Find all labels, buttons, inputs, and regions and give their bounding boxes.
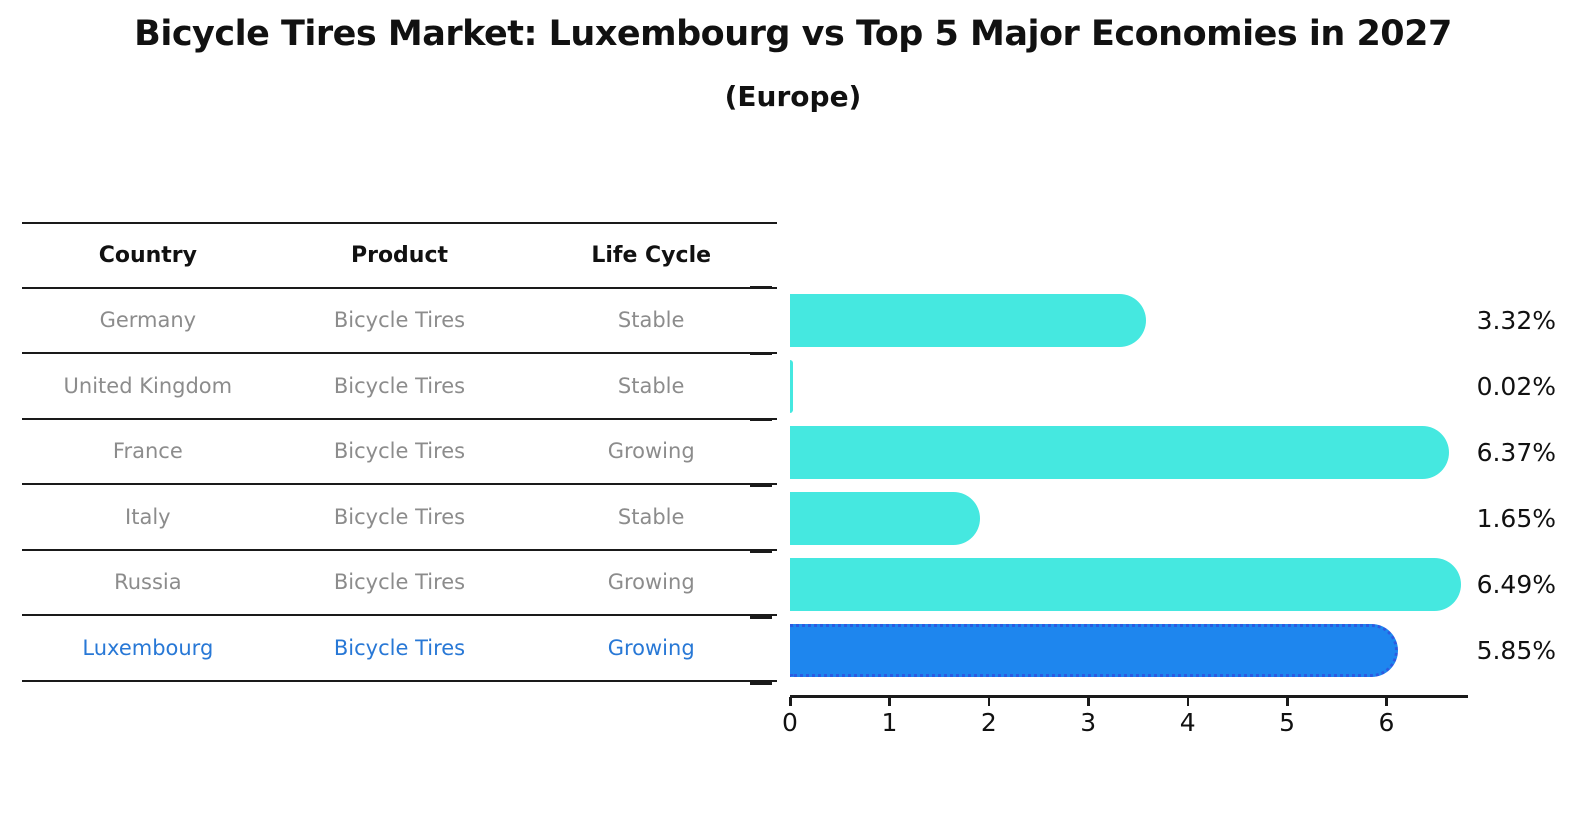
bar-luxembourg: [790, 623, 1398, 677]
bar-value-label: 6.37%: [1476, 437, 1556, 467]
bar-germany: [790, 293, 1147, 347]
x-tick-mark: [789, 697, 792, 706]
bar-plot-area: [790, 287, 1466, 683]
x-tick-mark: [1385, 697, 1388, 706]
x-tick-label: 3: [1080, 708, 1097, 737]
x-tick-mark: [987, 697, 991, 706]
bar-value-label: 6.49%: [1476, 569, 1556, 599]
table-cell-product: Bicycle Tires: [333, 439, 466, 464]
x-tick-mark: [1186, 697, 1190, 706]
table-row: Russia Bicycle Tires Growing: [22, 551, 777, 616]
y-tick-mark: [750, 484, 772, 487]
table-cell-life-cycle: Growing: [607, 570, 695, 595]
table-header-life-cycle: Life Cycle: [591, 242, 712, 268]
chart-title: Bicycle Tires Market: Luxembourg vs Top …: [134, 14, 1452, 54]
x-tick-mark: [1286, 697, 1289, 706]
bar-row: [790, 287, 1466, 353]
bar-united-kingdom: [790, 359, 793, 413]
x-axis-ticks: 0 1 2 3 4 5 6: [782, 697, 1468, 747]
x-tick-label: 4: [1179, 708, 1196, 737]
country-table: Country Product Life Cycle Germany Bicyc…: [22, 222, 777, 682]
x-tick-label: 0: [782, 708, 798, 737]
bar-row: [790, 617, 1466, 683]
table-cell-country: France: [112, 439, 183, 464]
x-tick-label: 5: [1279, 708, 1295, 737]
table-cell-country: Italy: [125, 504, 171, 529]
bar-value-label: 5.85%: [1476, 635, 1556, 665]
table-cell-product: Bicycle Tires: [333, 635, 466, 660]
bar-italy: [790, 491, 981, 545]
table-cell-life-cycle: Stable: [617, 504, 685, 529]
bar-russia: [790, 557, 1462, 611]
table-cell-country: Russia: [114, 570, 182, 595]
bar-value-labels: 3.32% 0.02% 6.37% 1.65% 6.49% 5.85%: [1458, 287, 1556, 683]
bar-value-label: 0.02%: [1476, 371, 1556, 401]
table-header-country: Country: [98, 242, 197, 268]
table-cell-life-cycle: Growing: [607, 439, 695, 464]
table-row: Italy Bicycle Tires Stable: [22, 485, 777, 551]
table-cell-product: Bicycle Tires: [333, 373, 466, 398]
chart-subtitle: (Europe): [724, 80, 862, 113]
x-tick-label: 1: [881, 708, 898, 737]
table-header-product: Product: [350, 242, 449, 268]
table-row: United Kingdom Bicycle Tires Stable: [22, 354, 777, 420]
y-tick-mark: [750, 418, 772, 421]
bar-value-label: 1.65%: [1476, 503, 1556, 533]
table-row: Germany Bicycle Tires Stable: [22, 289, 777, 354]
table-row-highlighted: Luxembourg Bicycle Tires Growing: [22, 616, 777, 682]
table-cell-country: United Kingdom: [63, 373, 233, 398]
table-row: France Bicycle Tires Growing: [22, 420, 777, 485]
table-cell-life-cycle: Stable: [617, 308, 685, 333]
x-tick-mark: [1087, 697, 1090, 706]
y-tick-mark: [750, 616, 772, 619]
x-axis-line: [790, 695, 1468, 698]
bar-row: [790, 485, 1466, 551]
table-cell-product: Bicycle Tires: [333, 504, 466, 529]
y-axis-ticks: [750, 286, 772, 685]
x-tick-label: 6: [1378, 708, 1395, 737]
bar-row: [790, 551, 1466, 617]
table-cell-product: Bicycle Tires: [333, 570, 466, 595]
y-tick-mark: [750, 286, 772, 289]
table-cell-life-cycle: Stable: [617, 373, 685, 398]
table-header-row: Country Product Life Cycle: [22, 224, 777, 289]
table-cell-product: Bicycle Tires: [333, 308, 466, 333]
table-cell-life-cycle: Growing: [607, 635, 695, 660]
table-cell-country: Germany: [99, 308, 197, 333]
y-tick-mark: [750, 682, 772, 685]
bar-france: [790, 425, 1450, 479]
bar-row: [790, 419, 1466, 485]
x-tick-mark: [888, 697, 891, 706]
bar-row: [790, 353, 1466, 419]
table-cell-country: Luxembourg: [82, 635, 214, 660]
x-tick-label: 2: [980, 708, 997, 737]
y-tick-mark: [750, 550, 772, 553]
bar-value-label: 3.32%: [1476, 305, 1556, 335]
y-tick-mark: [750, 352, 772, 355]
